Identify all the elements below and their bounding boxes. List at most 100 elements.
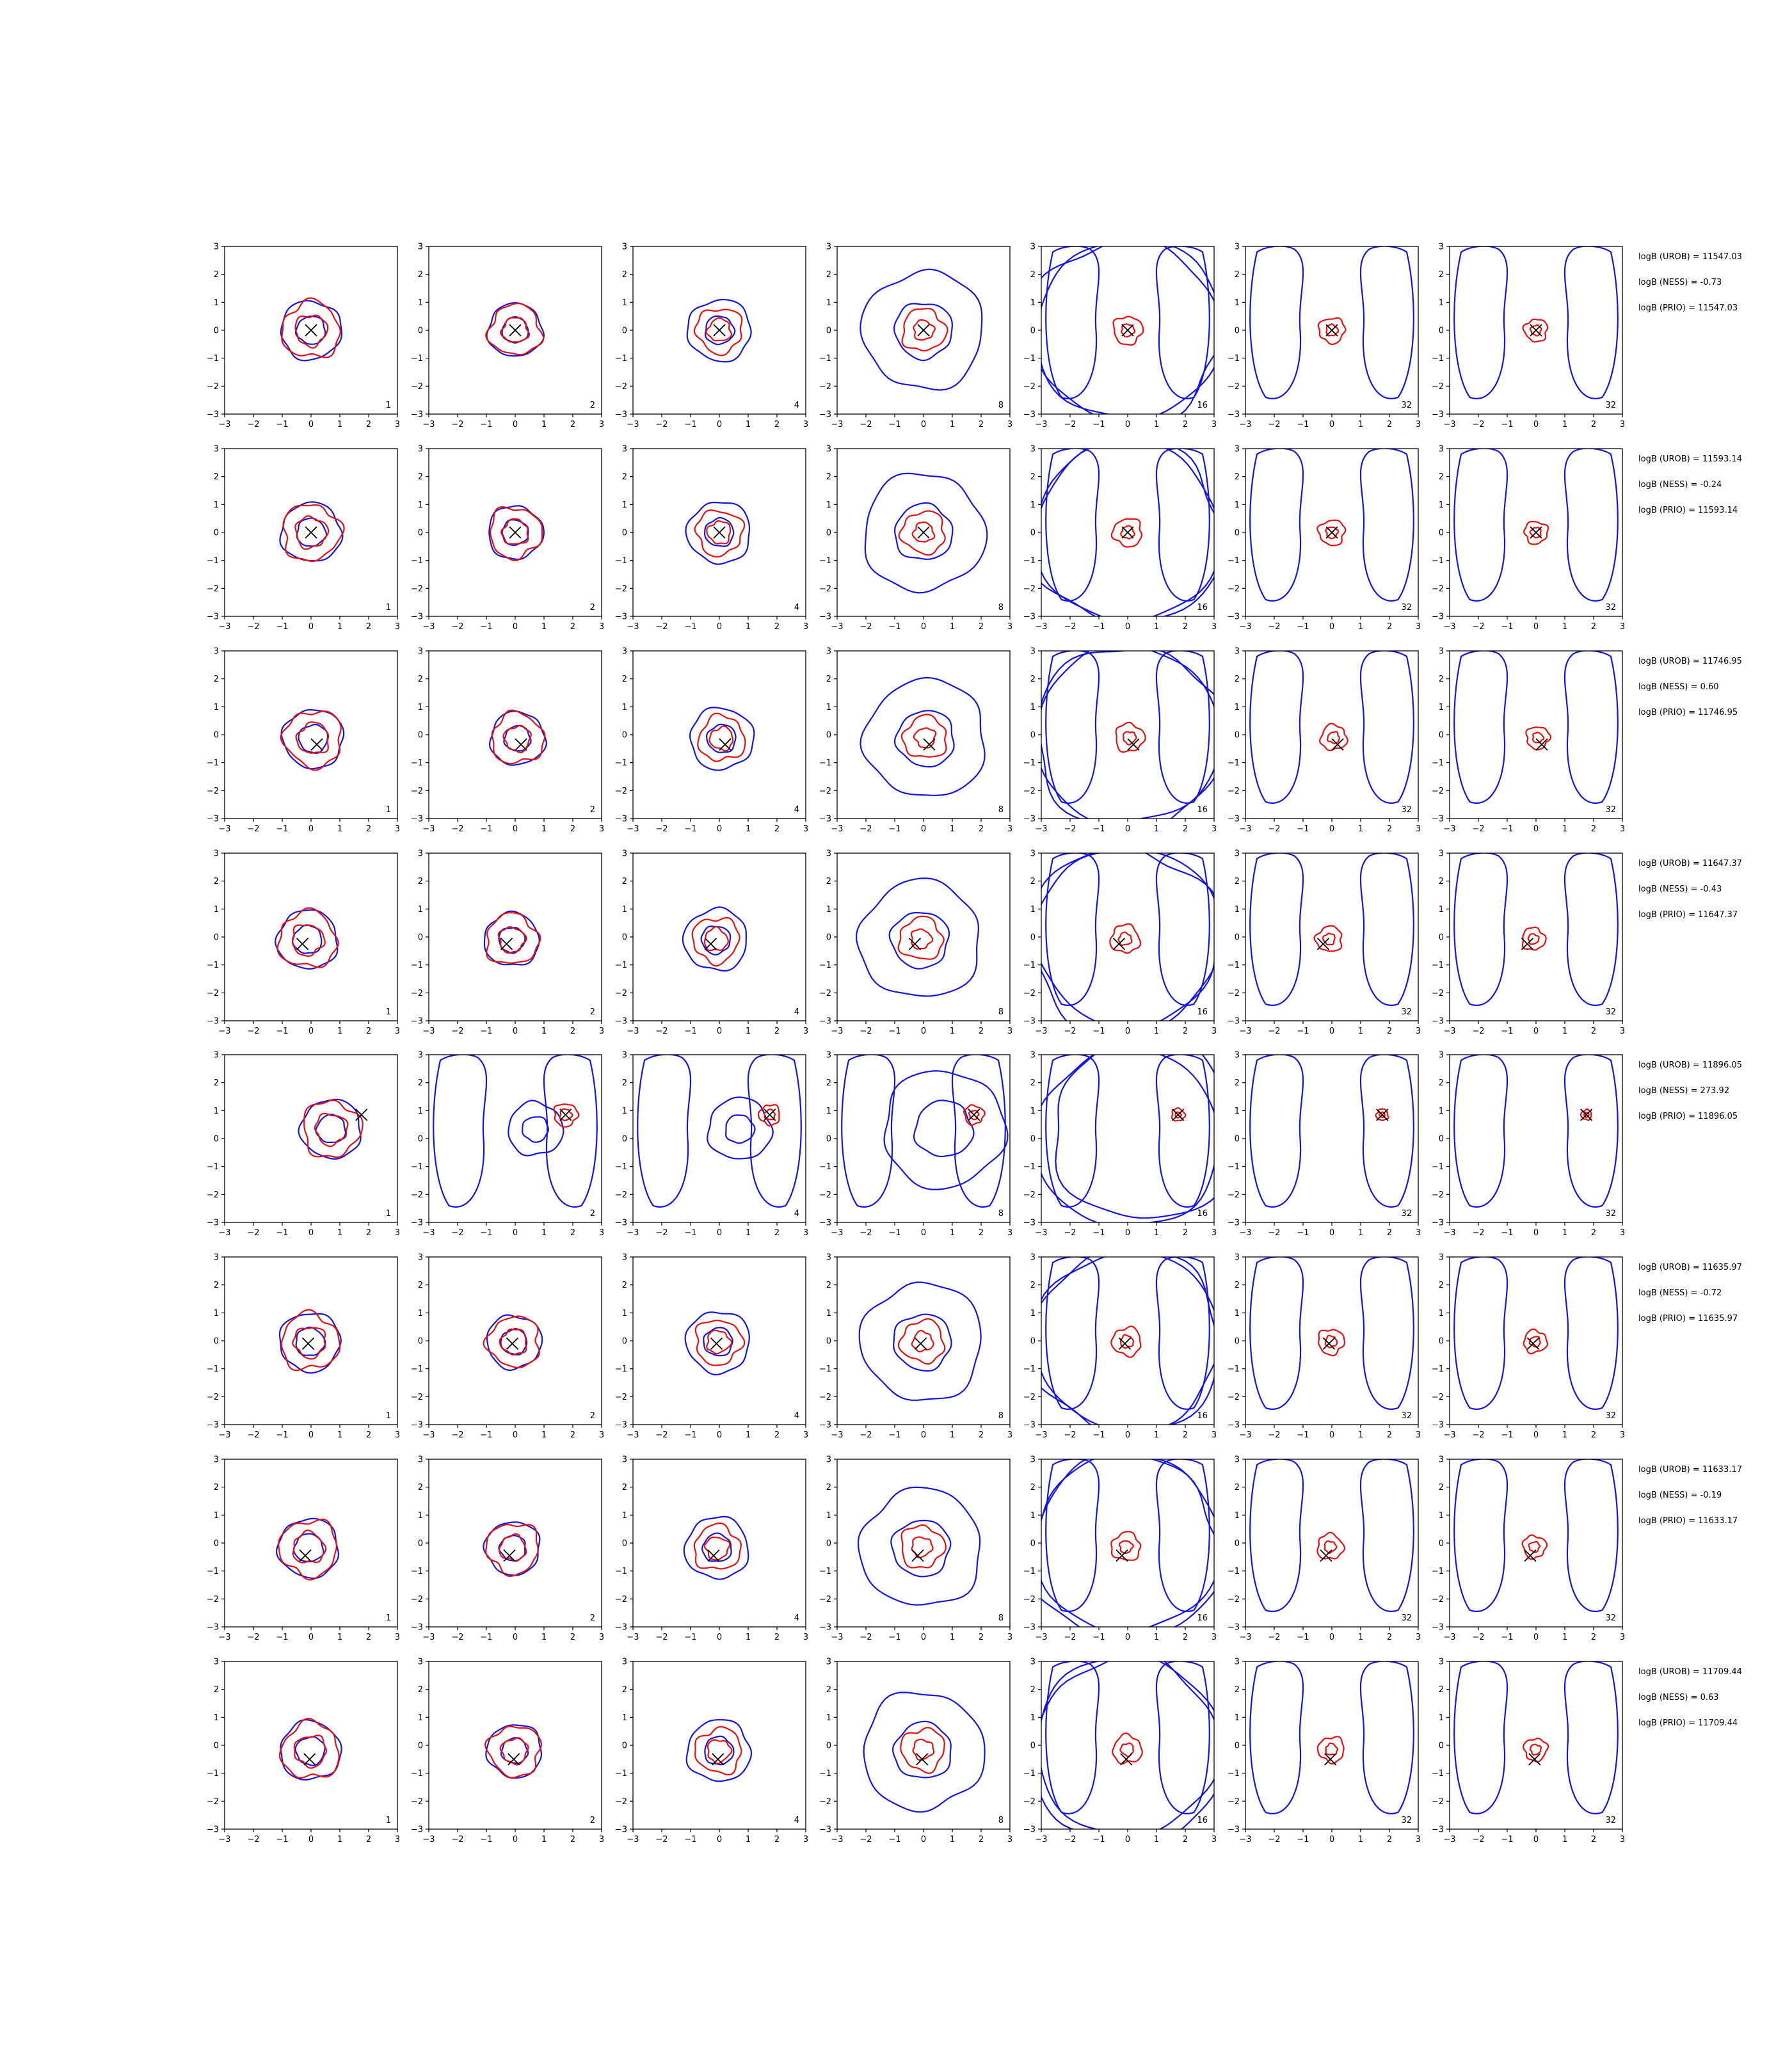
y-tick-label: 0 (214, 326, 219, 336)
blue-contour (892, 1720, 952, 1779)
blue-contour (913, 1100, 975, 1158)
panel-number: 32 (1605, 805, 1616, 815)
y-tick-label: 3 (418, 647, 423, 657)
y-tick-label: −3 (1228, 410, 1240, 420)
y-tick-label: −3 (1228, 1017, 1240, 1027)
y-tick-label: 0 (826, 1539, 831, 1549)
y-tick-label: 2 (1439, 472, 1444, 482)
x-tick-label: 0 (513, 1027, 518, 1036)
panel-r8-c6: −3−3 −2 −2 −1 −1 0 0 1 1 2 2 3 3 32 (1228, 1658, 1421, 1845)
panel-r4-c1: −3−3 −2 −2 −1 −1 0 0 1 1 2 2 3 3 1 (207, 849, 400, 1037)
red-contour (303, 1099, 364, 1158)
panel-frame (428, 1459, 602, 1628)
blue-lobe-contour (1249, 1257, 1304, 1410)
blue-contour (275, 1517, 340, 1580)
x-tick-label: 2 (366, 1228, 371, 1238)
y-tick-label: −1 (1228, 1567, 1240, 1576)
x-tick-label: −2 (1268, 1835, 1280, 1844)
y-tick-label: 2 (826, 877, 831, 886)
panel-number: 16 (1197, 401, 1208, 410)
blue-lobe-contour (1453, 651, 1508, 804)
y-tick-label: 1 (1439, 1309, 1444, 1318)
x-tick-label: −2 (1472, 1430, 1484, 1440)
x-tick-label: 1 (1154, 1430, 1159, 1440)
x-tick-label: 3 (599, 1430, 604, 1440)
true-location-marker (301, 1337, 315, 1350)
blue-contour (857, 1486, 981, 1606)
x-tick-label: 2 (570, 824, 575, 834)
y-tick-label: −1 (207, 961, 219, 970)
red-contour (1110, 1531, 1142, 1561)
x-tick-label: 2 (570, 1430, 575, 1440)
blue-contour (890, 1519, 952, 1578)
x-tick-label: 1 (541, 1633, 547, 1642)
y-tick-label: 1 (1439, 1511, 1444, 1521)
panel-frame (1245, 1459, 1419, 1628)
x-tick-label: −2 (1268, 622, 1280, 632)
x-tick-label: 3 (1007, 1228, 1012, 1238)
logb-annotation: logB (UROB) = 11746.95 (1638, 657, 1742, 666)
x-tick-label: 0 (921, 420, 926, 429)
y-tick-label: −3 (819, 1219, 831, 1228)
panel-r3-c5: −3−3 −2 −2 −1 −1 0 0 1 1 2 2 3 3 16 (1023, 647, 1217, 835)
red-contour (292, 1530, 327, 1564)
red-contour (693, 308, 743, 356)
y-tick-label: 1 (418, 1107, 423, 1116)
y-tick-label: −3 (615, 1219, 627, 1228)
y-tick-label: 3 (1439, 849, 1444, 859)
x-tick-label: 1 (541, 622, 547, 632)
y-tick-label: 2 (1030, 1685, 1036, 1695)
panel-contours (1249, 246, 1414, 399)
red-contour (703, 1536, 731, 1561)
y-tick-label: 1 (1235, 905, 1240, 915)
blue-contour (686, 298, 752, 363)
y-tick-label: 1 (1030, 298, 1036, 308)
x-tick-label: 2 (774, 1430, 780, 1440)
x-tick-label: 1 (950, 1027, 955, 1036)
panel-frame (836, 650, 1011, 819)
y-tick-label: 0 (826, 1337, 831, 1347)
blue-lobe-contour (1564, 853, 1619, 1006)
red-contour (1316, 1532, 1346, 1560)
y-tick-label: −1 (819, 1162, 831, 1172)
true-location-marker (1524, 1549, 1537, 1562)
x-tick-label: 3 (1212, 1430, 1217, 1440)
x-tick-label: −1 (480, 1633, 492, 1642)
panel-frame (836, 1054, 1011, 1223)
blue-lobe-contour (1155, 853, 1210, 1006)
red-contour (694, 1320, 746, 1366)
y-tick-label: 2 (622, 877, 627, 886)
x-tick-label: −3 (1239, 1633, 1251, 1642)
x-tick-label: −1 (1297, 1228, 1309, 1238)
blue-contour (488, 505, 545, 561)
panel-contours (488, 505, 545, 562)
y-tick-label: 0 (622, 326, 627, 336)
blue-lobe-contour (1249, 246, 1304, 399)
x-tick-label: −2 (451, 1835, 463, 1844)
x-tick-label: −1 (684, 420, 696, 429)
red-contour (1529, 324, 1542, 337)
y-tick-label: −3 (1023, 1219, 1036, 1228)
panel-number: 1 (386, 805, 391, 815)
panel-number: 32 (1605, 1613, 1616, 1623)
y-tick-label: −3 (207, 815, 219, 824)
x-tick-label: −2 (247, 420, 259, 429)
x-tick-label: 0 (717, 1228, 722, 1238)
blue-lobe-contour (841, 1055, 896, 1208)
red-contour (1580, 1108, 1592, 1121)
x-tick-label: −1 (1297, 824, 1309, 834)
x-tick-label: −3 (1035, 1835, 1047, 1844)
panel-frame (428, 1054, 602, 1223)
x-tick-label: 3 (1416, 1027, 1421, 1036)
y-tick-label: −3 (411, 612, 423, 622)
x-tick-label: 1 (337, 824, 342, 834)
y-tick-label: −3 (819, 1421, 831, 1430)
y-tick-label: −1 (1228, 354, 1240, 364)
blue-lobe-contour (1359, 1661, 1414, 1814)
y-tick-label: −1 (411, 1567, 423, 1576)
y-tick-label: 0 (418, 933, 423, 943)
y-tick-label: 3 (1439, 1051, 1444, 1060)
x-tick-label: 1 (1358, 1430, 1363, 1440)
y-tick-label: 1 (1030, 1309, 1036, 1318)
red-contour (1109, 923, 1142, 954)
